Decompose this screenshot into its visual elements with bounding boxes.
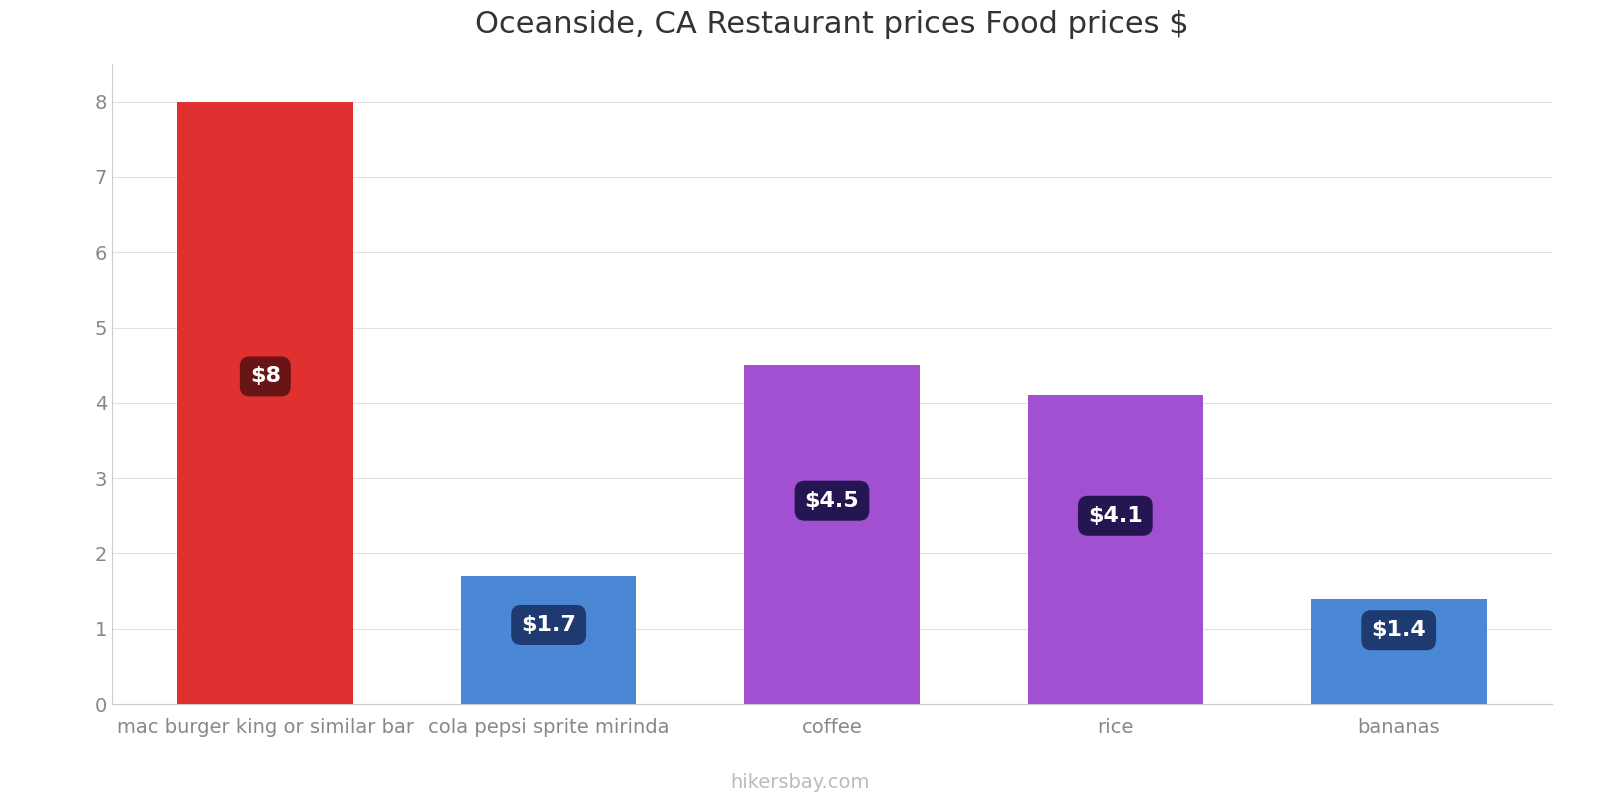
Text: $1.7: $1.7 xyxy=(522,615,576,635)
Bar xyxy=(1310,598,1486,704)
Title: Oceanside, CA Restaurant prices Food prices $: Oceanside, CA Restaurant prices Food pri… xyxy=(475,10,1189,39)
Text: $4.1: $4.1 xyxy=(1088,506,1142,526)
Text: $1.4: $1.4 xyxy=(1371,620,1426,640)
Bar xyxy=(178,102,354,704)
Text: $4.5: $4.5 xyxy=(805,490,859,510)
Bar xyxy=(1027,395,1203,704)
Text: hikersbay.com: hikersbay.com xyxy=(730,773,870,792)
Bar xyxy=(744,365,920,704)
Bar xyxy=(461,576,637,704)
Text: $8: $8 xyxy=(250,366,280,386)
